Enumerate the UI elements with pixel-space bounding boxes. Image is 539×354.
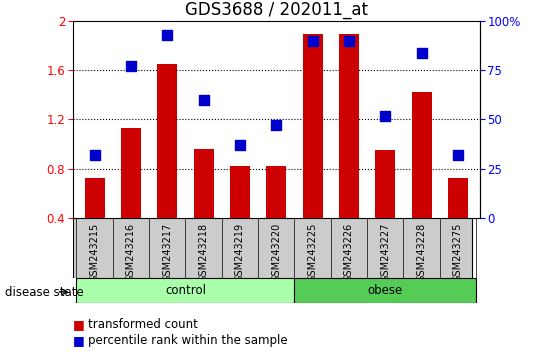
Text: transformed count: transformed count — [88, 319, 198, 331]
Bar — [266, 166, 286, 218]
Point — [381, 113, 390, 118]
Bar — [85, 178, 105, 218]
Text: GSM243227: GSM243227 — [380, 223, 390, 282]
Point — [308, 38, 317, 44]
Text: GSM243218: GSM243218 — [198, 223, 209, 282]
Text: ■: ■ — [73, 319, 85, 331]
Point — [272, 122, 281, 128]
Bar — [412, 92, 432, 218]
Point — [417, 50, 426, 56]
Text: GSM243215: GSM243215 — [89, 223, 100, 282]
Bar — [302, 34, 322, 218]
Point — [236, 142, 244, 148]
Point — [90, 152, 99, 158]
Bar — [448, 178, 468, 218]
Text: GSM243275: GSM243275 — [453, 223, 463, 282]
Text: ■: ■ — [73, 334, 85, 347]
Bar — [294, 278, 476, 303]
Point — [163, 32, 171, 38]
Text: obese: obese — [368, 284, 403, 297]
Point — [127, 64, 135, 69]
Bar — [194, 149, 213, 218]
Point — [199, 97, 208, 103]
Text: control: control — [165, 284, 206, 297]
Bar — [121, 128, 141, 218]
Text: GSM243216: GSM243216 — [126, 223, 136, 282]
Bar — [157, 64, 177, 218]
Text: GSM243226: GSM243226 — [344, 223, 354, 282]
Text: GSM243220: GSM243220 — [271, 223, 281, 282]
Title: GDS3688 / 202011_at: GDS3688 / 202011_at — [185, 1, 368, 18]
Text: GSM243228: GSM243228 — [417, 223, 426, 282]
Text: percentile rank within the sample: percentile rank within the sample — [88, 334, 287, 347]
Text: GSM243217: GSM243217 — [162, 223, 172, 282]
Text: GSM243225: GSM243225 — [308, 223, 317, 282]
Point — [344, 38, 353, 44]
Point — [454, 152, 462, 158]
Text: GSM243219: GSM243219 — [235, 223, 245, 282]
Text: disease state: disease state — [5, 286, 84, 298]
Bar — [230, 166, 250, 218]
Bar — [339, 34, 359, 218]
Bar — [77, 278, 294, 303]
Bar — [375, 150, 395, 218]
